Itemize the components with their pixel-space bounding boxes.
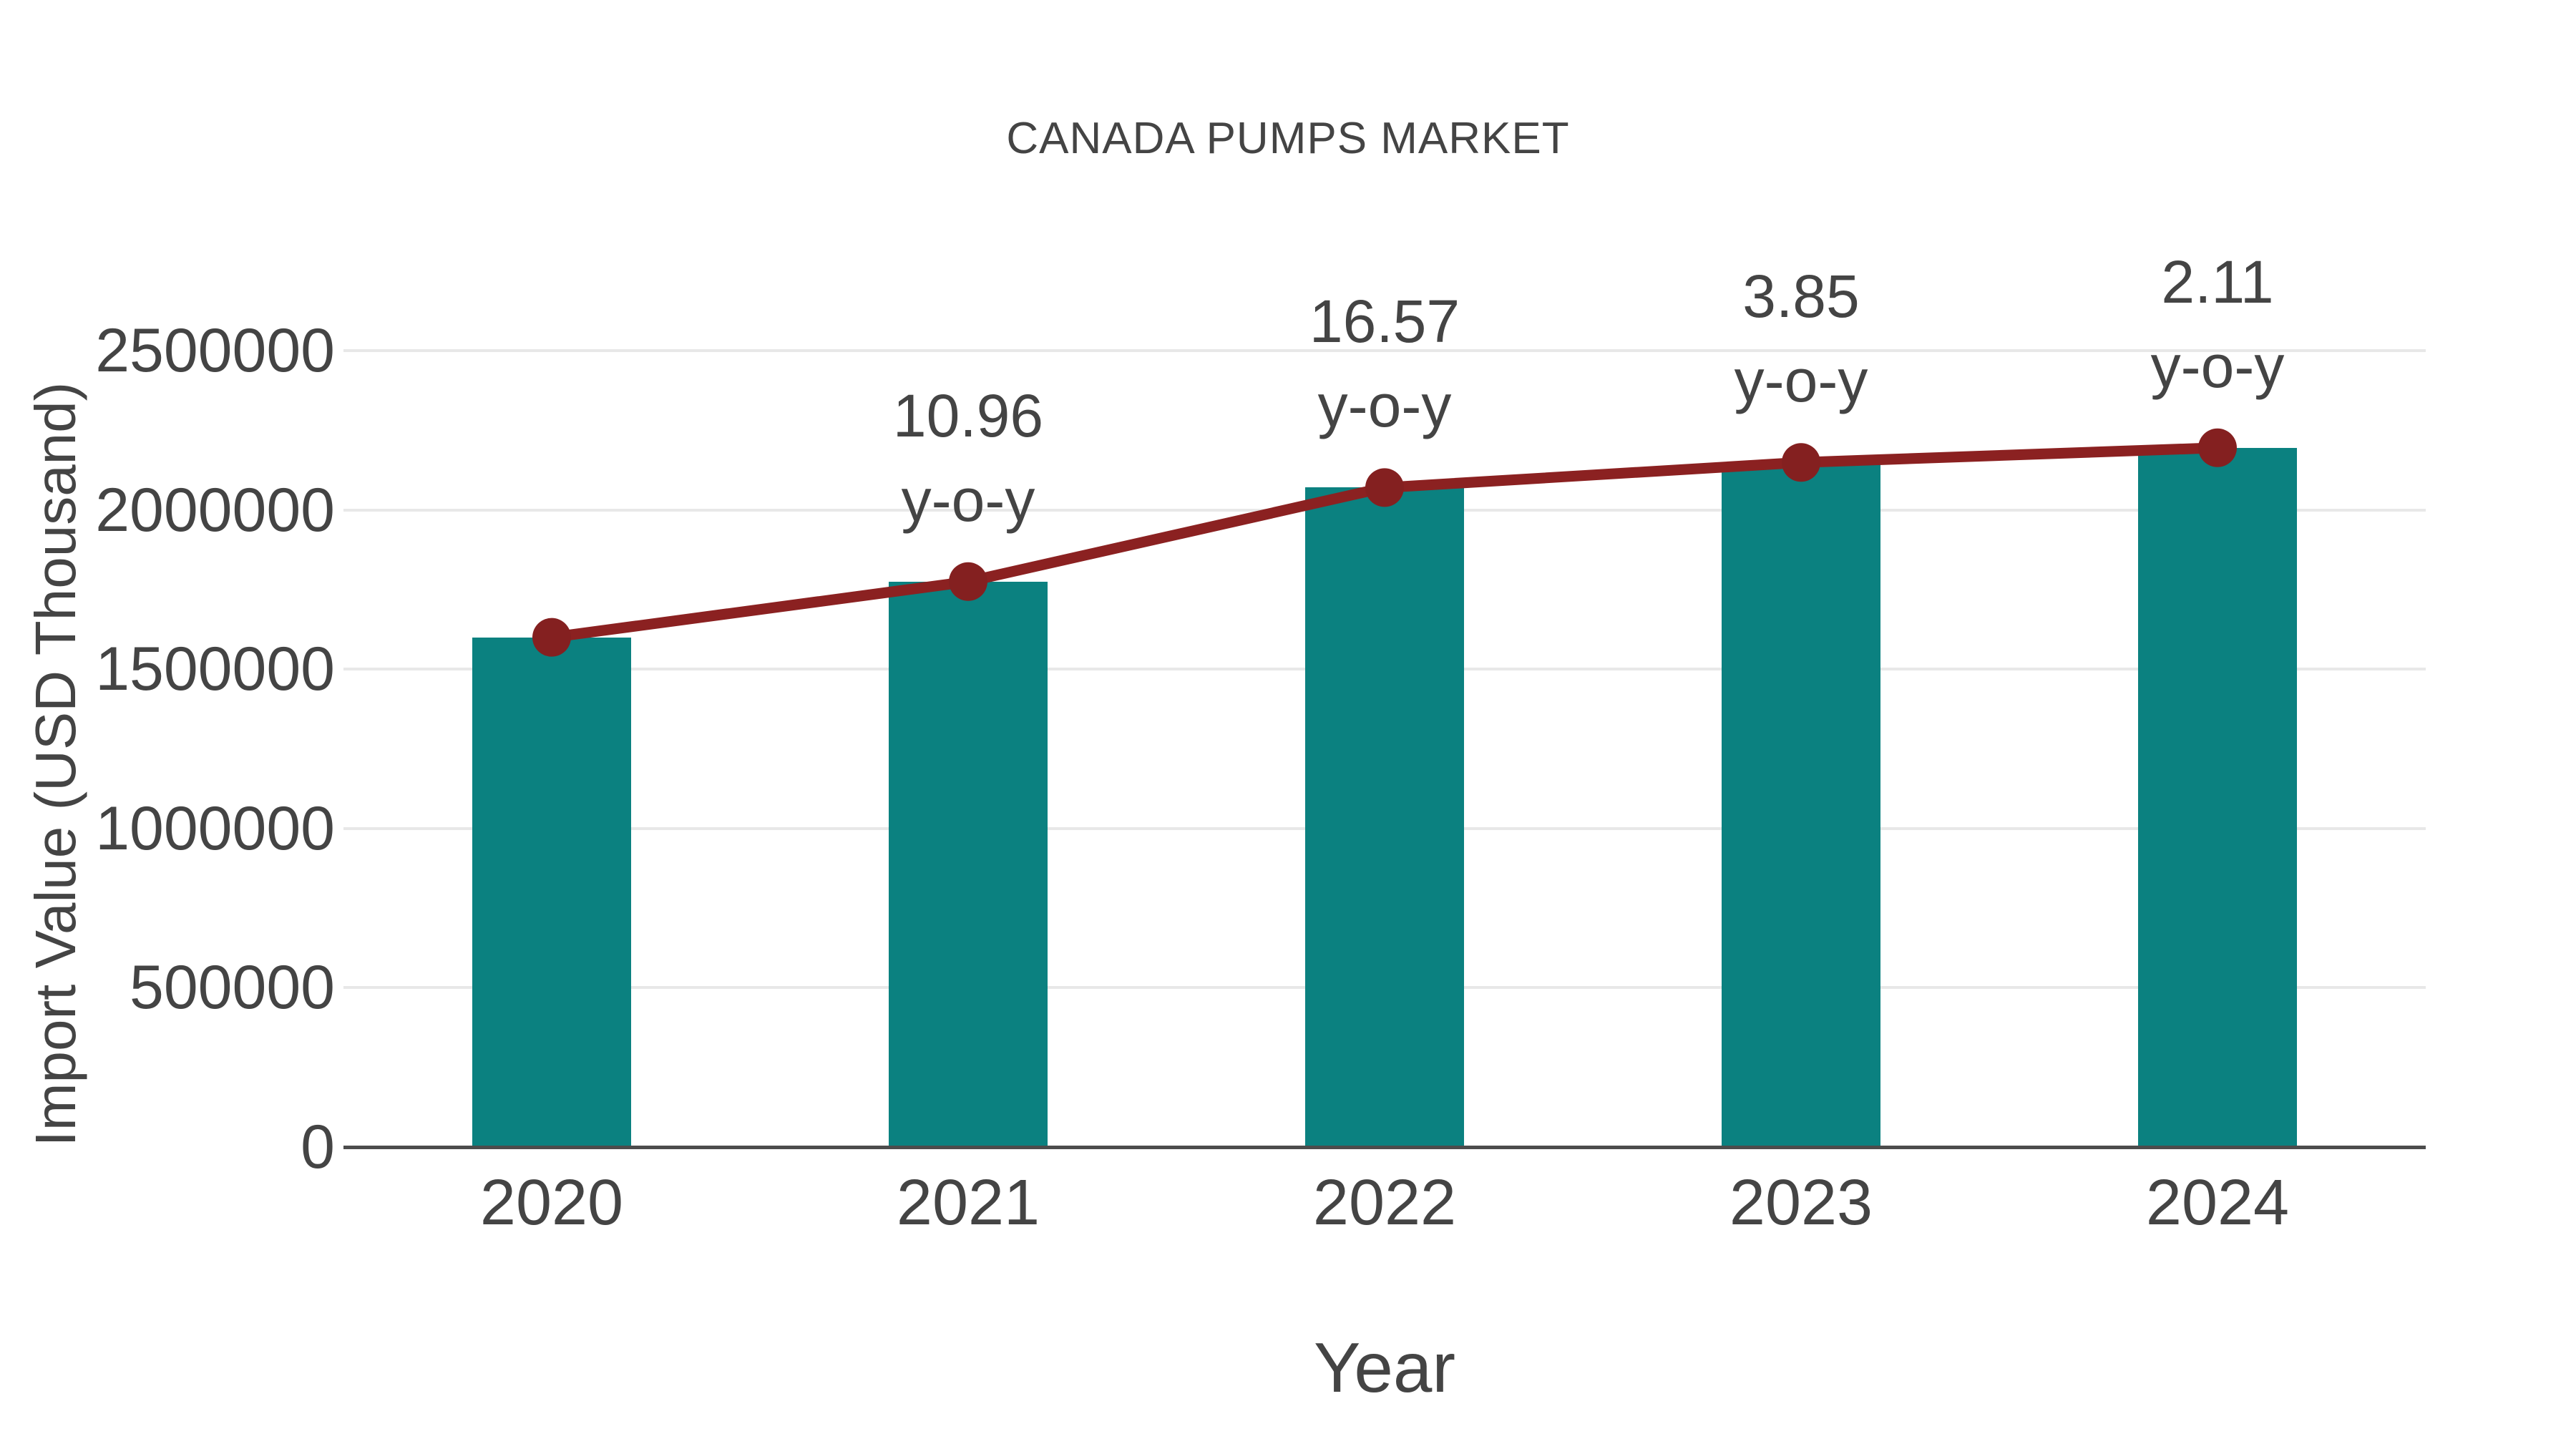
y-tick-label-2500000: 2500000 (95, 316, 335, 385)
y-tick-label-2000000: 2000000 (95, 475, 335, 545)
y-tick-label-1000000: 1000000 (95, 794, 335, 863)
trend-point-2024 (2198, 428, 2237, 467)
annotation-2021: 10.96 y-o-y (892, 381, 1044, 534)
x-tick-label-2023: 2023 (1729, 1167, 1873, 1239)
trend-point-2020 (532, 618, 571, 657)
bar-2022 (1305, 487, 1464, 1147)
bar-2020 (472, 637, 631, 1147)
x-tick-label-2020: 2020 (479, 1167, 624, 1239)
bar-2024 (2138, 447, 2297, 1147)
y-tick-label-1500000: 1500000 (95, 635, 335, 704)
x-axis-title: Year (1313, 1328, 1456, 1407)
trend-point-2023 (1782, 443, 1820, 482)
annotation-2024: 2.11 y-o-y (2150, 248, 2285, 400)
bar-2023 (1722, 462, 1880, 1147)
annotation-2023: 3.85 y-o-y (1734, 263, 1868, 415)
chart-title: CANADA PUMPS MARKET (1006, 114, 1570, 163)
bar-2021 (889, 581, 1048, 1147)
annotation-2022: 16.57 y-o-y (1309, 288, 1460, 440)
y-tick-label-500000: 500000 (130, 953, 335, 1023)
trend-point-2021 (949, 562, 987, 601)
x-axis-line (343, 1146, 2426, 1149)
y-tick-label-0: 0 (301, 1113, 335, 1181)
x-tick-label-2024: 2024 (2145, 1167, 2290, 1239)
trend-point-2022 (1365, 468, 1404, 507)
x-tick-label-2022: 2022 (1312, 1167, 1457, 1239)
x-tick-label-2021: 2021 (896, 1167, 1040, 1239)
gridline-2500000 (343, 349, 2426, 352)
